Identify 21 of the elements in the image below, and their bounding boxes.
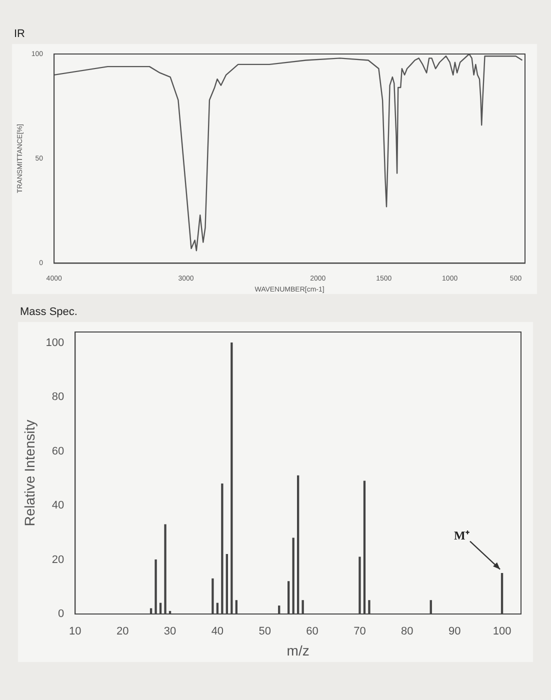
- y-tick-label: 20: [52, 554, 64, 566]
- x-tick-label: 50: [258, 626, 271, 638]
- y-tick-label: 40: [52, 500, 64, 512]
- chart-title: IR: [14, 28, 26, 40]
- x-tick-label: 60: [306, 626, 318, 638]
- y-tick-label: 60: [52, 445, 64, 458]
- x-axis-title: m/z: [286, 642, 310, 658]
- x-tick-label: 70: [354, 626, 366, 638]
- y-tick-label: 100: [46, 336, 64, 349]
- x-tick-label: 10: [69, 626, 82, 638]
- x-tick-label: 80: [401, 626, 414, 638]
- y-tick-label: 0: [58, 608, 64, 620]
- x-tick-label: 90: [448, 626, 461, 638]
- chart-title: Mass Spec.: [20, 306, 78, 318]
- y-tick-label: 80: [52, 391, 64, 404]
- annotation: M⁺: [454, 528, 470, 542]
- y-axis-title: Relative Intensity: [21, 420, 38, 526]
- x-tick-label: 100: [492, 626, 512, 638]
- x-tick-label: 40: [211, 626, 224, 638]
- x-tick-label: 20: [116, 626, 129, 638]
- x-tick-label: 30: [164, 626, 176, 638]
